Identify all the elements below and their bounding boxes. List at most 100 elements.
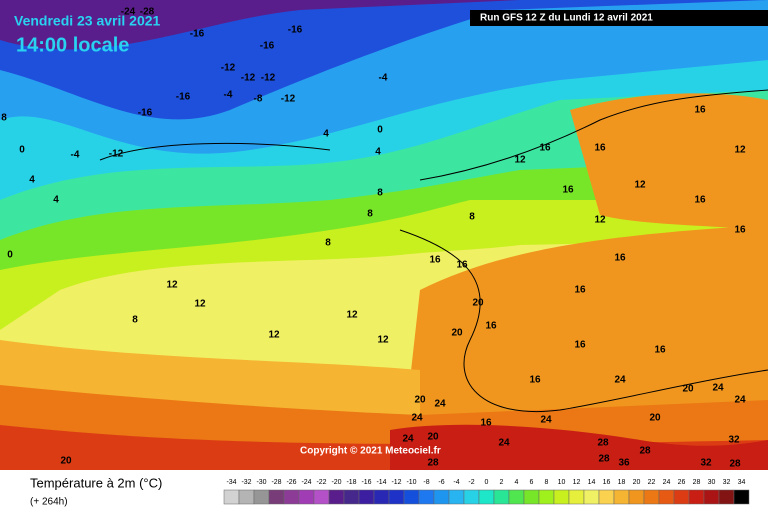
scale-swatch xyxy=(463,489,480,505)
contour-label: 20 xyxy=(649,413,661,424)
forecast-time: 14:00 locale xyxy=(16,34,129,56)
scale-tick-label: 18 xyxy=(618,479,626,486)
contour-label: 8 xyxy=(1,113,7,124)
scale-swatch xyxy=(583,489,600,505)
scale-swatch xyxy=(298,489,315,505)
contour-label: 20 xyxy=(451,328,463,339)
contour-label: 16 xyxy=(654,345,666,356)
scale-tick-label: 6 xyxy=(530,479,534,486)
contour-label: 16 xyxy=(456,260,468,271)
contour-label: 12 xyxy=(634,180,646,191)
contour-label: 8 xyxy=(469,212,475,223)
scale-tick-label: 14 xyxy=(588,479,596,486)
scale-tick-label: -6 xyxy=(438,479,444,486)
contour-label: 24 xyxy=(402,434,414,445)
contour-label: 24 xyxy=(411,413,423,424)
contour-label: -16 xyxy=(176,92,191,103)
scale-tick-label: -34 xyxy=(226,479,236,486)
contour-labels: -24 -28 -16 -16 -16 -12 -12 -12 -16 -16 -12 -4 -8 -12… xyxy=(1,7,746,470)
scale-swatch xyxy=(418,489,435,505)
scale-swatch xyxy=(718,489,735,505)
scale-swatch xyxy=(508,489,525,505)
scale-swatch xyxy=(253,489,270,505)
contour-label: 24 xyxy=(734,395,746,406)
scale-tick-label: 30 xyxy=(708,479,716,486)
contour-label: 16 xyxy=(562,185,574,196)
scale-swatch xyxy=(433,489,450,505)
scale-tick-label: 24 xyxy=(663,479,671,486)
contour-label: 4 xyxy=(323,129,329,140)
contour-label: 16 xyxy=(734,225,746,236)
contour-label: 12 xyxy=(514,155,526,166)
contour-label: 0 xyxy=(7,250,13,261)
contour-label: 8 xyxy=(377,188,383,199)
contour-label: -12 xyxy=(281,94,296,105)
scale-swatch xyxy=(268,489,285,505)
contour-label: -28 xyxy=(140,7,155,18)
contour-label: 8 xyxy=(367,209,373,220)
scale-tick-label: 22 xyxy=(648,479,656,486)
contour-label: 8 xyxy=(325,238,331,249)
contour-label: 16 xyxy=(694,105,706,116)
contour-label: 12 xyxy=(194,299,206,310)
scale-tick-label: 20 xyxy=(633,479,641,486)
contour-label: -4 xyxy=(224,90,233,101)
scale-tick-label: 34 xyxy=(738,479,746,486)
scale-swatch xyxy=(628,489,645,505)
contour-label: -16 xyxy=(260,41,275,52)
scale-tick-label: 26 xyxy=(678,479,686,486)
scale-swatch xyxy=(313,489,330,505)
contour-label: 20 xyxy=(60,456,72,467)
scale-tick-label: -2 xyxy=(468,479,474,486)
scale-tick-label: -10 xyxy=(406,479,416,486)
scale-swatch xyxy=(538,489,555,505)
scale-swatch xyxy=(388,489,405,505)
contour-label: 24 xyxy=(540,415,552,426)
scale-tick-label: 4 xyxy=(515,479,519,486)
contour-label: 32 xyxy=(700,458,712,469)
contour-label: -4 xyxy=(379,73,388,84)
contour-label: 8 xyxy=(132,315,138,326)
contour-label: 4 xyxy=(375,147,381,158)
contour-label: -4 xyxy=(71,150,80,161)
scale-tick-label: 10 xyxy=(558,479,566,486)
contour-label: 16 xyxy=(539,143,551,154)
contour-label: 24 xyxy=(712,383,724,394)
scale-tick-label: -22 xyxy=(316,479,326,486)
scale-swatch xyxy=(568,489,585,505)
scale-tick-label: -24 xyxy=(301,479,311,486)
scale-swatch xyxy=(223,489,240,505)
contour-label: 16 xyxy=(480,418,492,429)
scale-swatch xyxy=(733,489,750,505)
scale-swatch xyxy=(523,489,540,505)
contour-label: -12 xyxy=(261,73,276,84)
contour-label: 16 xyxy=(429,255,441,266)
contour-label: 16 xyxy=(574,285,586,296)
contour-label: 16 xyxy=(529,375,541,386)
contour-label: -16 xyxy=(288,25,303,36)
contour-label: 16 xyxy=(574,340,586,351)
contour-label: 4 xyxy=(53,195,59,206)
scale-tick-label: -14 xyxy=(376,479,386,486)
scale-tick-label: 16 xyxy=(603,479,611,486)
contour-label: -16 xyxy=(138,108,153,119)
scale-tick-label: -12 xyxy=(391,479,401,486)
scale-tick-label: 12 xyxy=(573,479,581,486)
contour-label: 0 xyxy=(377,125,383,136)
scale-swatch xyxy=(328,489,345,505)
scale-swatch xyxy=(478,489,495,505)
run-info: Run GFS 12 Z du Lundi 12 avril 2021 xyxy=(480,13,653,24)
contour-label: 24 xyxy=(614,375,626,386)
contour-label: 32 xyxy=(728,435,740,446)
run-box xyxy=(470,10,768,26)
contour-label: 24 xyxy=(434,399,446,410)
scale-swatch xyxy=(343,489,360,505)
contour-label: -16 xyxy=(190,29,205,40)
scale-tick-label: 2 xyxy=(500,479,504,486)
contour-label: 4 xyxy=(29,175,35,186)
scale-tick-label: 0 xyxy=(485,479,489,486)
contour-label: 16 xyxy=(694,195,706,206)
contour-label: -12 xyxy=(109,149,124,160)
contour-label: 12 xyxy=(346,310,358,321)
scale-swatch xyxy=(703,489,720,505)
